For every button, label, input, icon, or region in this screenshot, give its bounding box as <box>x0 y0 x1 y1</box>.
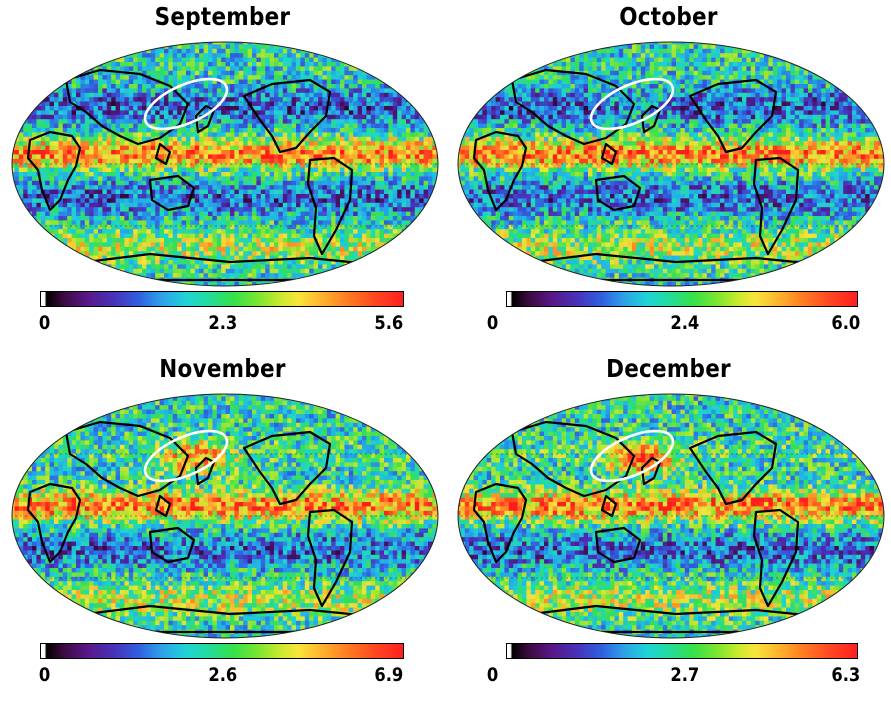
panel-december: December 0 2.7 6.3 <box>446 352 891 703</box>
global-map <box>456 392 886 640</box>
colorbar-min-label: 0 <box>39 664 50 686</box>
global-map <box>456 40 886 288</box>
colorbar-max-label: 5.6 <box>374 312 403 334</box>
map-svg <box>10 392 440 640</box>
panel-title: November <box>31 354 414 383</box>
global-map <box>10 40 440 288</box>
map-svg <box>456 392 886 640</box>
panel-november: November 0 2.6 6.9 <box>0 352 445 703</box>
colorbar-max-label: 6.3 <box>831 664 860 686</box>
panel-october: October 0 2.4 6.0 <box>446 0 891 351</box>
panel-september: September 0 2.3 5.6 <box>0 0 445 351</box>
colorbar <box>40 643 404 659</box>
colorbar-max-label: 6.9 <box>374 664 403 686</box>
map-svg <box>10 40 440 288</box>
colorbar-mid-label: 2.3 <box>208 312 237 334</box>
colorbar-mid-label: 2.6 <box>208 664 237 686</box>
colorbar <box>40 291 404 307</box>
colorbar <box>506 291 858 307</box>
colorbar <box>506 643 858 659</box>
global-map <box>10 392 440 640</box>
panel-title: December <box>477 354 860 383</box>
panel-title: September <box>31 2 414 31</box>
colorbar-mid-label: 2.4 <box>670 312 699 334</box>
colorbar-mid-label: 2.7 <box>670 664 699 686</box>
colorbar-min-label: 0 <box>487 312 498 334</box>
panel-title: October <box>477 2 860 31</box>
map-svg <box>456 40 886 288</box>
colorbar-max-label: 6.0 <box>831 312 860 334</box>
colorbar-min-label: 0 <box>487 664 498 686</box>
colorbar-min-label: 0 <box>39 312 50 334</box>
